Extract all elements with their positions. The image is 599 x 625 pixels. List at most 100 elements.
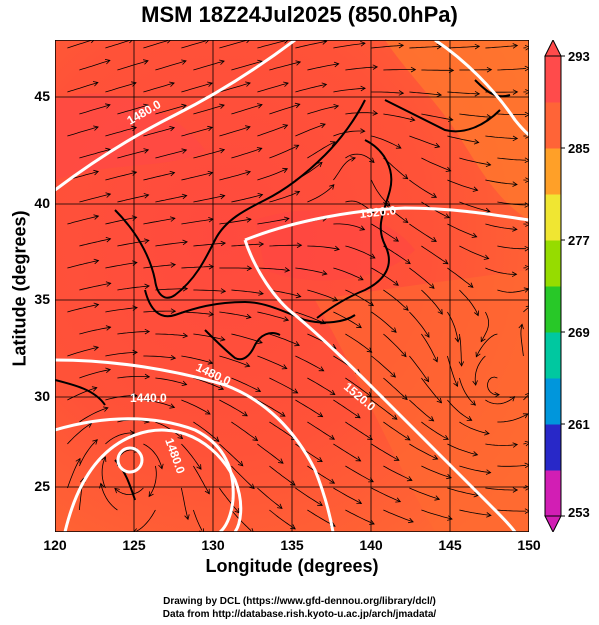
streamline-arrow — [445, 166, 452, 172]
streamline-arrow — [248, 528, 254, 532]
streamline-arrow — [434, 142, 441, 149]
streamline-arrow — [317, 500, 323, 506]
streamline-arrow — [177, 433, 184, 440]
geopotential-contours — [55, 40, 529, 532]
streamline — [181, 355, 213, 364]
streamline-arrow — [446, 473, 452, 480]
y-tick-label: 30 — [34, 388, 50, 404]
streamline-arrow — [512, 487, 519, 493]
streamline-arrow — [132, 392, 138, 399]
streamline — [497, 245, 526, 250]
streamline-arrow — [282, 167, 289, 173]
colorbar-band — [545, 470, 561, 517]
streamline — [371, 223, 399, 242]
streamline — [67, 215, 99, 225]
streamline — [485, 223, 517, 230]
streamline-arrow — [114, 487, 120, 494]
streamline-arrow — [398, 90, 405, 96]
streamline — [307, 63, 339, 71]
streamline — [459, 201, 490, 212]
streamline — [409, 91, 442, 96]
streamline — [485, 135, 518, 139]
streamline — [333, 130, 365, 137]
streamline — [383, 509, 414, 523]
streamline-arrow — [148, 491, 154, 498]
streamline-arrow — [359, 225, 366, 231]
streamline — [257, 267, 290, 271]
streamline-arrow — [181, 380, 188, 386]
colorbar-tick-label: 269 — [568, 325, 590, 340]
streamline-arrow — [472, 380, 478, 386]
streamline — [307, 141, 336, 159]
streamline — [295, 84, 327, 93]
streamline — [447, 399, 472, 421]
streamline-arrow — [332, 296, 339, 302]
streamline-arrow — [470, 400, 477, 406]
streamline — [459, 377, 476, 406]
streamline-arrow — [218, 385, 225, 391]
streamline-arrow — [170, 308, 177, 314]
streamline — [79, 407, 109, 423]
streamline-arrow — [474, 90, 481, 97]
streamline — [231, 194, 263, 203]
streamline-arrow — [368, 477, 374, 483]
streamline — [383, 245, 411, 264]
streamline — [447, 267, 474, 288]
streamline — [114, 487, 144, 495]
streamline — [193, 465, 210, 494]
streamline — [497, 509, 527, 512]
streamline — [383, 465, 413, 481]
streamline — [181, 172, 213, 181]
streamline-arrow — [283, 316, 290, 322]
streamline — [143, 127, 175, 137]
streamline-arrow — [219, 193, 226, 200]
x-axis-label: Longitude (degrees) — [205, 556, 379, 576]
wind-streamlines — [67, 40, 529, 532]
streamline-arrow — [295, 60, 302, 66]
streamline-arrow — [512, 181, 518, 187]
streamline-arrow — [289, 480, 296, 486]
streamline-arrow — [333, 104, 340, 110]
colorbar-tick-label: 285 — [568, 141, 590, 156]
streamline — [231, 465, 255, 489]
streamline — [193, 195, 225, 203]
streamline — [219, 218, 252, 225]
streamline — [421, 377, 442, 404]
streamline — [459, 245, 489, 259]
streamline-arrow — [524, 202, 529, 208]
streamline — [155, 104, 187, 115]
streamline — [193, 333, 225, 341]
streamline-arrow — [512, 43, 519, 49]
streamline — [219, 82, 251, 93]
streamline-arrow — [320, 319, 326, 325]
streamline — [219, 171, 251, 181]
streamline-arrow — [360, 41, 366, 47]
streamline — [447, 487, 479, 496]
streamline — [523, 443, 527, 445]
streamline-arrow — [402, 217, 409, 223]
streamline-arrow — [284, 40, 289, 44]
streamline — [269, 61, 301, 71]
streamline-arrow — [258, 241, 265, 247]
streamline — [383, 201, 409, 223]
streamline-arrow — [219, 103, 225, 109]
streamline-arrow — [356, 323, 362, 329]
streamline — [474, 355, 486, 386]
streamline — [193, 104, 225, 115]
y-tick-label: 40 — [34, 195, 50, 211]
streamline-arrow — [447, 515, 453, 521]
streamline — [143, 355, 176, 359]
streamline — [269, 103, 300, 115]
streamline-arrow — [295, 292, 302, 299]
streamline — [269, 244, 302, 247]
streamline-arrow — [401, 351, 407, 358]
credit-line-2: Data from http://database.rish.kyoto-u.a… — [162, 609, 437, 620]
streamline-arrow — [524, 45, 529, 51]
streamline — [307, 245, 340, 250]
streamline-arrow — [486, 66, 493, 73]
streamline-arrow — [208, 311, 215, 317]
streamline-arrow — [279, 411, 286, 417]
contour-label: 1520.0 — [359, 203, 397, 221]
streamline — [269, 509, 296, 530]
streamline-arrow — [525, 305, 529, 311]
